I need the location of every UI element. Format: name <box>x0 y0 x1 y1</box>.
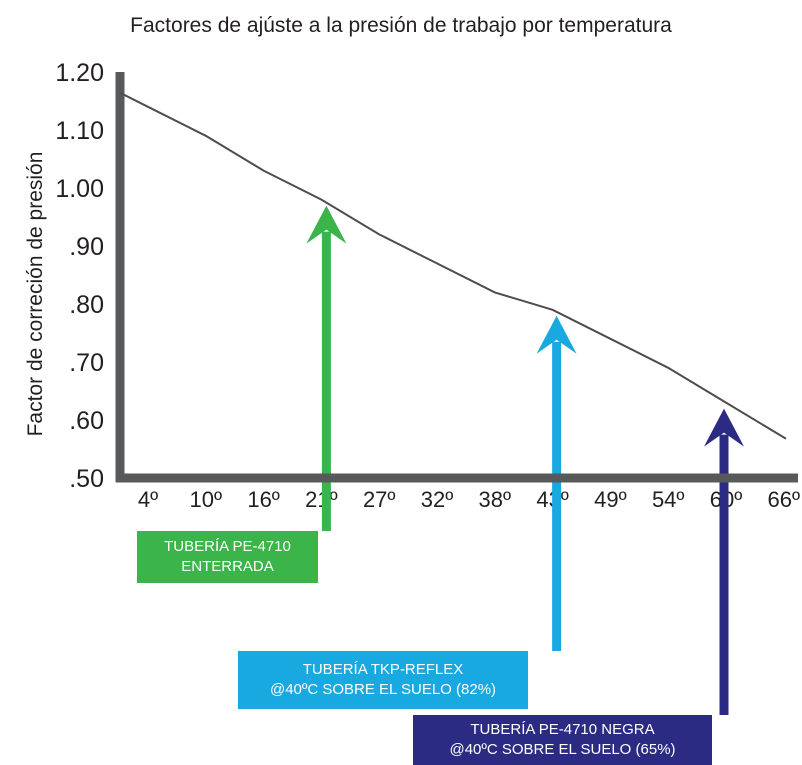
x-tick-label: 32º <box>421 487 454 512</box>
annotation-label-box: TUBERÍA PE-4710 ENTERRADA <box>137 531 318 583</box>
annotation-label-line: TUBERÍA TKP-REFLEX <box>302 661 464 678</box>
annotation-arrowhead <box>306 205 347 244</box>
x-tick-label: 4º <box>138 487 158 512</box>
y-tick-label: .50 <box>69 465 104 493</box>
series-line <box>119 91 787 440</box>
annotation-label-line: @40ºC SOBRE EL SUELO (65%) <box>449 741 676 758</box>
annotation-label-line: TUBERÍA PE-4710 <box>164 538 291 555</box>
y-tick-label: .70 <box>69 349 104 377</box>
y-tick-label: .80 <box>69 291 104 319</box>
y-tick-label: .90 <box>69 233 104 261</box>
x-tick-label: 38º <box>479 487 512 512</box>
annotation-arrows <box>306 205 744 715</box>
x-tick-label: 10º <box>190 487 223 512</box>
annotation-label-line: TUBERÍA PE-4710 NEGRA <box>470 721 655 738</box>
x-tick-label: 49º <box>594 487 627 512</box>
x-tick-label: 54º <box>652 487 685 512</box>
annotation-label-box: TUBERÍA PE-4710 NEGRA @40ºC SOBRE EL SUEL… <box>413 715 712 765</box>
annotation-label-line: @40ºC SOBRE EL SUELO (82%) <box>269 681 497 698</box>
x-tick-labels: 4º10º16º21º27º32º38º43º49º54º60º66º <box>138 487 800 512</box>
y-tick-labels: 1.20 1.10 1.00 .90 .80 .70 .60 .50 <box>55 59 104 493</box>
x-tick-label: 16º <box>247 487 280 512</box>
annotation-arrowhead <box>704 408 744 447</box>
chart-title: Factores de ajúste a la presión de traba… <box>130 14 672 37</box>
x-tick-label: 66º <box>768 487 801 512</box>
y-axis-label: Factor de correción de presión <box>24 152 47 437</box>
y-tick-label: 1.00 <box>55 175 104 203</box>
y-tick-label: .60 <box>69 407 104 435</box>
annotation-label-line: ENTERRADA <box>181 558 274 575</box>
annotation-label-box: TUBERÍA TKP-REFLEX @40ºC SOBRE EL SUELO (… <box>238 651 528 709</box>
annotation-arrowhead <box>536 315 577 354</box>
x-tick-label: 27º <box>363 487 396 512</box>
y-tick-label: 1.10 <box>55 117 104 145</box>
y-tick-label: 1.20 <box>55 59 104 87</box>
x-tick-label: 21º <box>305 487 338 512</box>
